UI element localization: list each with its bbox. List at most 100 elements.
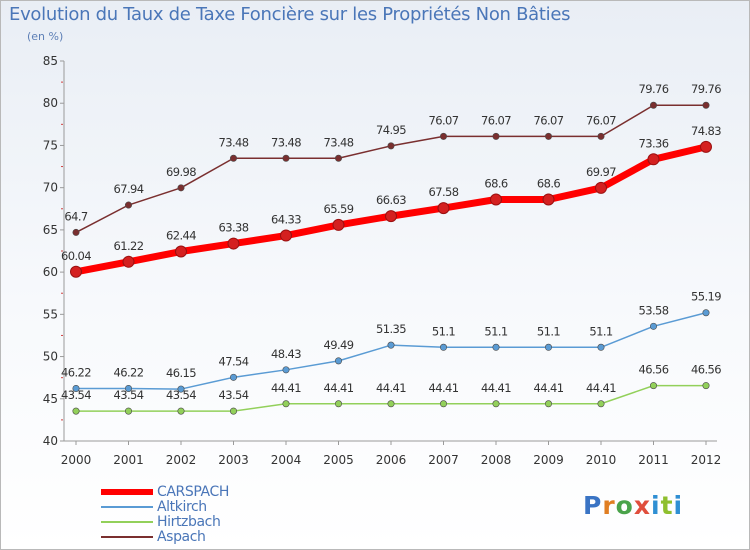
data-point bbox=[72, 407, 80, 415]
data-point bbox=[177, 385, 185, 393]
data-point bbox=[72, 384, 80, 392]
x-tick-label: 2009 bbox=[533, 453, 564, 467]
data-label: 49.49 bbox=[324, 338, 354, 352]
data-label: 51.1 bbox=[484, 324, 507, 338]
data-point bbox=[439, 343, 447, 351]
data-label: 51.35 bbox=[376, 322, 406, 336]
data-label: 73.48 bbox=[219, 135, 249, 149]
series-carspach: 60.04 61.22 62.44 63.38 64.33 65.59 66.63 67.58… bbox=[61, 124, 722, 278]
data-label: 79.76 bbox=[639, 82, 669, 96]
data-label: 43.54 bbox=[114, 388, 144, 402]
y-tick-label: 85 bbox=[43, 54, 58, 68]
data-label: 46.15 bbox=[166, 366, 196, 380]
data-point bbox=[230, 407, 238, 415]
data-label: 60.04 bbox=[61, 249, 91, 263]
data-label: 44.41 bbox=[271, 381, 301, 395]
data-label: 68.6 bbox=[484, 176, 507, 190]
data-point bbox=[597, 132, 605, 140]
data-point bbox=[332, 218, 345, 231]
data-point bbox=[280, 229, 292, 242]
data-point bbox=[702, 382, 710, 390]
data-point bbox=[70, 265, 82, 278]
data-point bbox=[595, 181, 607, 194]
data-label: 63.38 bbox=[219, 221, 249, 235]
series-altkirch: 46.22 46.22 46.15 47.54 48.43 49.49 51.35 51.1 5… bbox=[61, 290, 722, 393]
y-tick-label: 70 bbox=[43, 181, 58, 195]
data-label: 48.43 bbox=[271, 347, 301, 361]
y-tick-label: 40 bbox=[43, 434, 58, 448]
data-point bbox=[72, 228, 80, 236]
data-label: 73.48 bbox=[271, 135, 301, 149]
x-tick-label: 2012 bbox=[691, 453, 722, 467]
data-point bbox=[175, 245, 187, 258]
series-hirtzbach: 43.54 43.54 43.54 43.54 44.41 44.41 44.41 44.41… bbox=[61, 363, 722, 415]
data-point bbox=[544, 343, 552, 351]
data-label: 76.07 bbox=[586, 113, 616, 127]
data-point bbox=[387, 341, 395, 349]
chart-title: Evolution du Taux de Taxe Foncière sur l… bbox=[9, 4, 571, 25]
legend-swatch bbox=[101, 536, 153, 538]
data-label: 44.41 bbox=[324, 381, 354, 395]
data-point bbox=[544, 132, 552, 140]
data-point bbox=[334, 400, 342, 408]
data-point bbox=[597, 400, 605, 408]
data-label: 44.41 bbox=[586, 381, 616, 395]
series-aspach: 64.7 67.94 69.98 73.48 73.48 73.48 74.95 76.07 7… bbox=[64, 82, 722, 236]
y-tick-label: 50 bbox=[43, 350, 58, 364]
data-point bbox=[334, 357, 342, 365]
data-label: 76.07 bbox=[429, 113, 459, 127]
x-tick-label: 2005 bbox=[323, 453, 354, 467]
data-label: 79.76 bbox=[691, 82, 721, 96]
data-point bbox=[282, 154, 290, 162]
data-point bbox=[439, 400, 447, 408]
data-point bbox=[437, 202, 450, 215]
data-point bbox=[702, 101, 710, 109]
legend-label: CARSPACH bbox=[157, 484, 229, 500]
data-point bbox=[282, 400, 290, 408]
data-label: 44.41 bbox=[376, 381, 406, 395]
x-tick-label: 2007 bbox=[428, 453, 459, 467]
x-tick-label: 2008 bbox=[481, 453, 512, 467]
x-tick-label: 2011 bbox=[638, 453, 669, 467]
data-label: 76.07 bbox=[481, 113, 511, 127]
x-tick-label: 2010 bbox=[586, 453, 617, 467]
legend-label: Aspach bbox=[157, 529, 206, 545]
data-label: 43.54 bbox=[219, 388, 249, 402]
data-label: 44.41 bbox=[429, 381, 459, 395]
data-label: 74.83 bbox=[691, 124, 721, 138]
data-label: 65.59 bbox=[324, 202, 354, 216]
data-point bbox=[385, 210, 397, 223]
y-tick-label: 60 bbox=[43, 265, 58, 279]
data-point bbox=[125, 407, 133, 415]
data-point bbox=[700, 140, 712, 153]
data-label: 51.1 bbox=[537, 324, 560, 338]
x-tick-label: 2006 bbox=[376, 453, 407, 467]
data-label: 74.95 bbox=[376, 123, 406, 137]
data-label: 53.58 bbox=[639, 303, 669, 317]
proxiti-logo: Proxiti bbox=[583, 491, 684, 520]
data-label: 46.56 bbox=[691, 363, 721, 377]
data-label: 47.54 bbox=[219, 354, 249, 368]
data-point bbox=[177, 184, 185, 192]
data-point bbox=[334, 154, 342, 162]
data-label: 46.22 bbox=[61, 365, 91, 379]
data-point bbox=[649, 382, 657, 390]
data-point bbox=[227, 237, 240, 250]
data-point bbox=[387, 400, 395, 408]
data-label: 68.6 bbox=[537, 176, 560, 190]
unit-label: (en %) bbox=[27, 30, 64, 43]
legend-swatch bbox=[101, 506, 153, 508]
data-point bbox=[490, 193, 502, 206]
data-label: 46.56 bbox=[639, 363, 669, 377]
data-point bbox=[387, 142, 395, 150]
y-tick-label: 65 bbox=[43, 223, 58, 237]
data-point bbox=[230, 154, 238, 162]
data-point bbox=[492, 400, 500, 408]
data-label: 69.97 bbox=[586, 165, 616, 179]
legend-label: Hirtzbach bbox=[157, 514, 221, 530]
data-label: 55.19 bbox=[691, 290, 721, 304]
y-tick-label: 75 bbox=[43, 138, 58, 152]
x-tick-label: 2000 bbox=[61, 453, 92, 467]
